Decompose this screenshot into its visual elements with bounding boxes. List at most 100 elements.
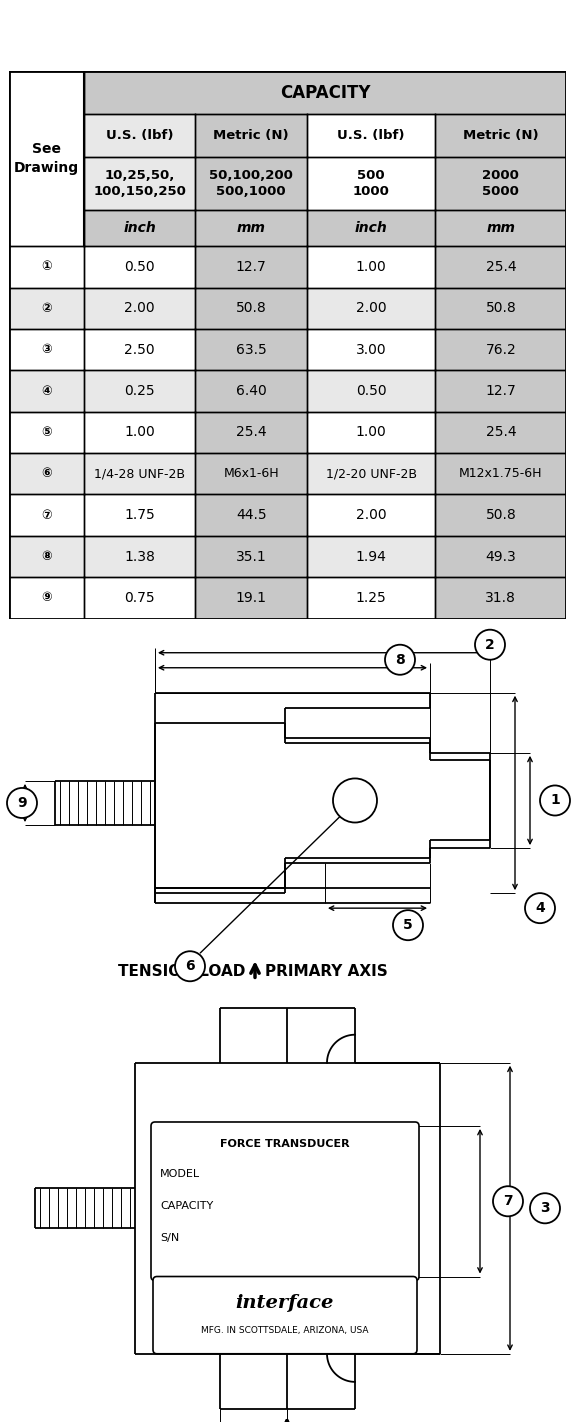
Bar <box>307 412 435 454</box>
Text: 1.25: 1.25 <box>356 592 386 604</box>
Bar <box>196 114 307 156</box>
Bar <box>196 536 307 577</box>
Bar <box>435 370 566 412</box>
Text: 1.94: 1.94 <box>356 549 386 563</box>
Bar <box>9 328 84 370</box>
Text: 2.00: 2.00 <box>356 508 386 522</box>
Text: 50.8: 50.8 <box>485 508 516 522</box>
Text: 12.7: 12.7 <box>485 384 516 398</box>
Text: M6x1-6H: M6x1-6H <box>224 468 279 481</box>
Text: 0.25: 0.25 <box>124 384 155 398</box>
Bar <box>307 210 435 246</box>
Text: 2.00: 2.00 <box>124 301 155 316</box>
Text: inch: inch <box>355 220 388 235</box>
Text: 1.00: 1.00 <box>356 425 386 439</box>
Bar <box>84 454 196 495</box>
Text: 49.3: 49.3 <box>485 549 516 563</box>
Bar <box>196 412 307 454</box>
Text: PRIMARY AXIS: PRIMARY AXIS <box>265 964 388 978</box>
Text: ④: ④ <box>41 384 52 398</box>
Text: 2000
5000: 2000 5000 <box>482 169 519 198</box>
Bar <box>307 287 435 328</box>
Text: 35.1: 35.1 <box>236 549 267 563</box>
Text: Metric (N): Metric (N) <box>213 129 289 142</box>
FancyBboxPatch shape <box>153 1277 417 1354</box>
Bar <box>84 287 196 328</box>
Bar <box>9 495 84 536</box>
Bar <box>84 577 196 619</box>
Text: 2.50: 2.50 <box>124 343 155 357</box>
Text: 50.8: 50.8 <box>236 301 267 316</box>
Bar <box>307 328 435 370</box>
Text: 5: 5 <box>403 919 413 933</box>
Text: MFG. IN SCOTTSDALE, ARIZONA, USA: MFG. IN SCOTTSDALE, ARIZONA, USA <box>201 1325 369 1335</box>
Text: inch: inch <box>123 220 156 235</box>
Text: ③: ③ <box>41 343 52 356</box>
Bar <box>196 454 307 495</box>
Bar <box>307 246 435 287</box>
Text: 10,25,50,
100,150,250: 10,25,50, 100,150,250 <box>93 169 186 198</box>
Text: 25.4: 25.4 <box>485 260 516 274</box>
Text: 9: 9 <box>17 796 27 811</box>
Text: 50,100,200
500,1000: 50,100,200 500,1000 <box>209 169 293 198</box>
Text: MODEL: MODEL <box>160 1169 200 1179</box>
Text: DIMENSIONS: DIMENSIONS <box>157 17 418 51</box>
Bar <box>9 577 84 619</box>
Circle shape <box>393 910 423 940</box>
Text: 0.50: 0.50 <box>356 384 386 398</box>
Text: mm: mm <box>486 220 515 235</box>
Bar <box>9 287 84 328</box>
Bar <box>84 328 196 370</box>
Text: ②: ② <box>41 301 52 314</box>
Circle shape <box>540 785 570 815</box>
Text: 0.75: 0.75 <box>124 592 155 604</box>
Text: FORCE TRANSDUCER: FORCE TRANSDUCER <box>220 1139 350 1149</box>
Text: 3: 3 <box>540 1202 550 1216</box>
Text: U.S. (lbf): U.S. (lbf) <box>106 129 174 142</box>
Text: 1.38: 1.38 <box>124 549 155 563</box>
Bar <box>84 71 566 114</box>
Bar <box>196 328 307 370</box>
Circle shape <box>385 644 415 675</box>
Circle shape <box>333 778 377 822</box>
Circle shape <box>525 893 555 923</box>
Bar <box>435 246 566 287</box>
Bar <box>84 156 196 210</box>
Bar <box>9 412 84 454</box>
Text: ⑧: ⑧ <box>41 550 52 563</box>
Circle shape <box>475 630 505 660</box>
Circle shape <box>175 951 205 981</box>
Bar <box>435 495 566 536</box>
Bar <box>435 156 566 210</box>
Text: S/N: S/N <box>160 1233 179 1243</box>
Bar <box>196 370 307 412</box>
Text: 44.5: 44.5 <box>236 508 267 522</box>
Circle shape <box>493 1186 523 1216</box>
Text: 1.00: 1.00 <box>356 260 386 274</box>
Text: See
Drawing: See Drawing <box>14 142 79 175</box>
Bar <box>84 370 196 412</box>
Text: 1.00: 1.00 <box>124 425 155 439</box>
Text: ⑦: ⑦ <box>41 509 52 522</box>
Text: 50.8: 50.8 <box>485 301 516 316</box>
Bar <box>196 246 307 287</box>
Text: 76.2: 76.2 <box>485 343 516 357</box>
Bar <box>307 114 435 156</box>
Bar <box>435 114 566 156</box>
Bar <box>435 328 566 370</box>
Circle shape <box>530 1193 560 1223</box>
Text: CAPACITY: CAPACITY <box>160 1202 213 1212</box>
Bar <box>196 156 307 210</box>
Text: 31.8: 31.8 <box>485 592 516 604</box>
Bar <box>307 370 435 412</box>
Bar <box>196 577 307 619</box>
Text: 1/2-20 UNF-2B: 1/2-20 UNF-2B <box>325 468 417 481</box>
Text: 25.4: 25.4 <box>236 425 267 439</box>
Bar <box>196 210 307 246</box>
Bar <box>307 454 435 495</box>
Bar <box>9 454 84 495</box>
Text: 1/4-28 UNF-2B: 1/4-28 UNF-2B <box>94 468 185 481</box>
Text: ⑥: ⑥ <box>41 468 52 481</box>
Bar <box>84 536 196 577</box>
Text: 500
1000: 500 1000 <box>352 169 390 198</box>
